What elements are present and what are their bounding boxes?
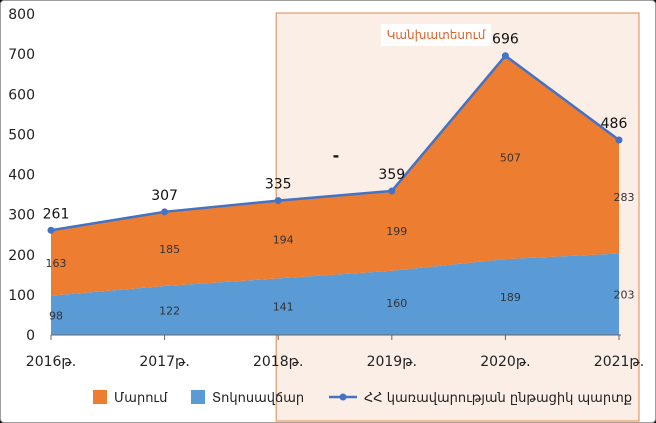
data-label-debt: 696: [492, 32, 519, 48]
series-area-repayment: [51, 55, 619, 296]
x-tick-label: 2019թ.: [367, 354, 417, 370]
data-point: [501, 52, 509, 60]
data-label-debt: 486: [601, 116, 628, 132]
data-label-debt: 261: [43, 206, 70, 222]
data-label-interest: 160: [386, 297, 407, 310]
series-area-interest: [51, 253, 619, 335]
chart-annotation: -: [333, 146, 340, 165]
y-tick-label: 100: [8, 288, 35, 304]
data-label-repayment: 283: [614, 191, 635, 204]
data-label-interest: 189: [500, 291, 521, 304]
data-label-debt: 359: [378, 167, 405, 183]
data-label-repayment: 185: [159, 243, 180, 256]
x-tick-label: 2016թ.: [26, 354, 76, 370]
data-label-interest: 98: [49, 309, 63, 322]
data-point: [388, 187, 396, 195]
x-tick-label: 2018թ.: [253, 354, 303, 370]
series-line-debt: [50, 54, 620, 232]
legend-label-repayment: Մարում: [114, 391, 168, 406]
x-tick-label: 2020թ.: [480, 354, 530, 370]
data-label-interest: 122: [159, 305, 180, 318]
x-tick-label: 2017թ.: [139, 354, 189, 370]
y-tick-label: 600: [8, 87, 35, 103]
data-point: [274, 197, 282, 205]
x-tick-label: 2021թ.: [594, 354, 644, 370]
legend-swatch-interest: [191, 390, 205, 404]
y-tick-label: 800: [8, 7, 35, 23]
data-label-debt: 307: [151, 188, 178, 204]
data-label-interest: 141: [273, 301, 294, 314]
data-label-interest: 203: [614, 288, 635, 301]
data-point: [615, 136, 623, 144]
data-label-repayment: 199: [386, 225, 407, 238]
y-tick-label: 300: [8, 208, 35, 224]
legend-marker-debt: [339, 393, 347, 401]
data-label-repayment: 163: [46, 257, 67, 270]
legend-swatch-repayment: [93, 390, 107, 404]
data-label-repayment: 507: [500, 151, 521, 164]
forecast-label-box: [381, 24, 491, 46]
legend-label-interest: Տոկոսավճար: [212, 391, 304, 406]
data-point: [47, 226, 55, 234]
y-tick-label: 700: [8, 47, 35, 63]
forecast-label: Կանխատեսում: [387, 28, 486, 42]
data-label-debt: 335: [265, 177, 292, 193]
data-label-repayment: 194: [273, 234, 294, 247]
y-tick-label: 400: [8, 168, 35, 184]
data-point: [161, 208, 169, 216]
y-tick-label: 200: [8, 248, 35, 264]
y-tick-label: 0: [26, 328, 35, 344]
legend-label-debt: ՀՀ կառավարության ընթացիկ պարտք: [364, 391, 632, 406]
y-tick-label: 500: [8, 127, 35, 143]
